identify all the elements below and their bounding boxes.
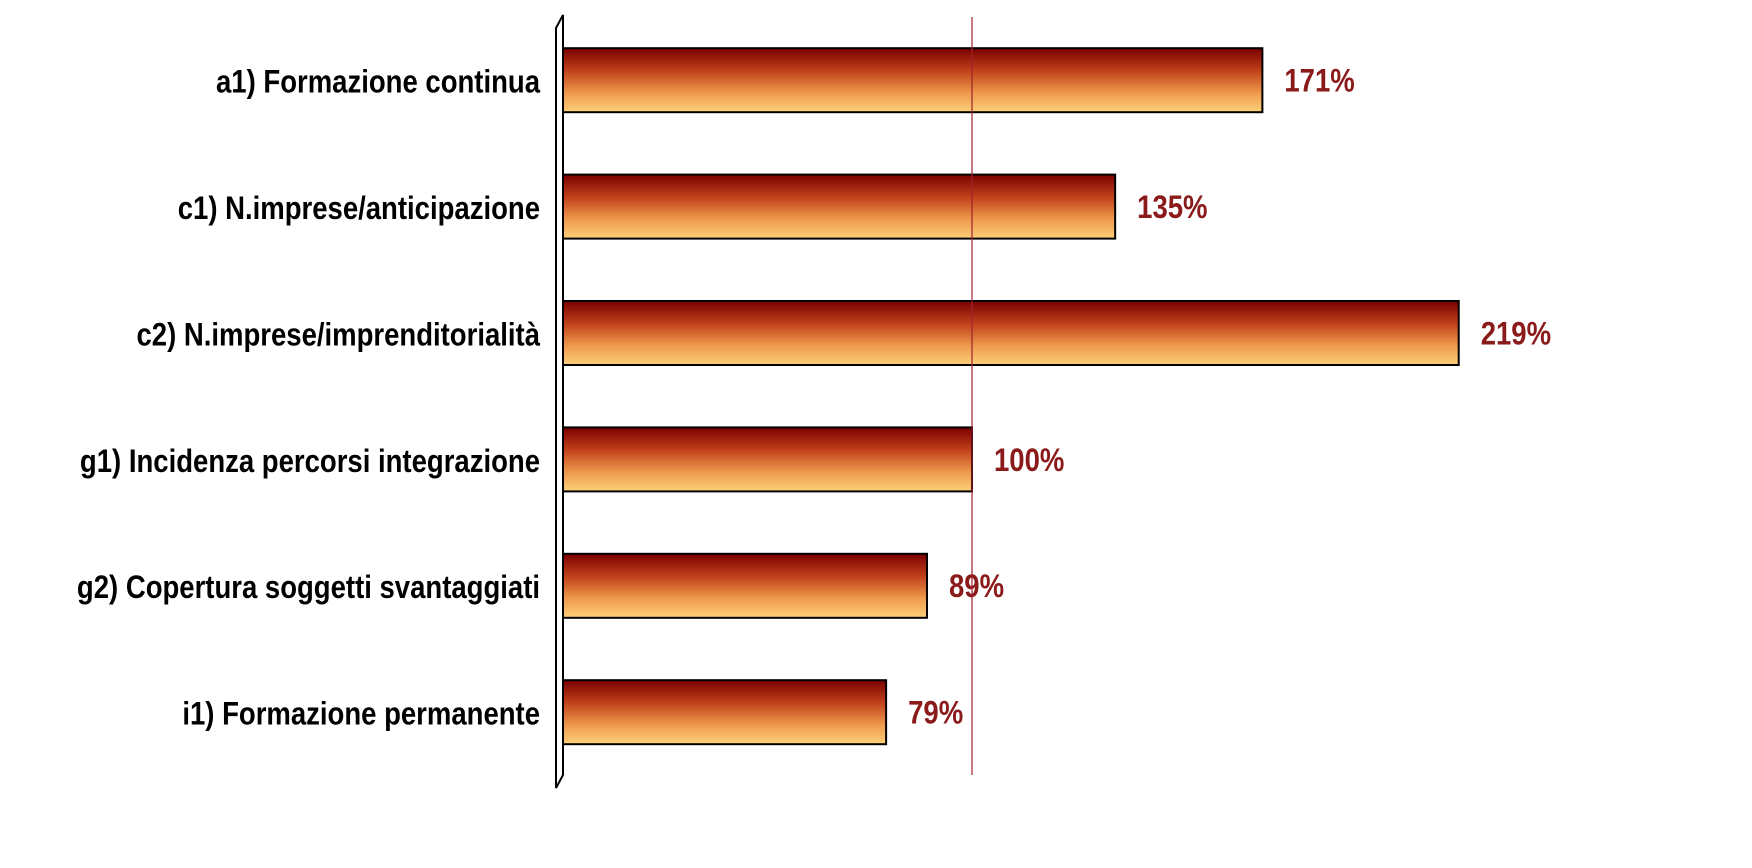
category-label-group: c2) N.imprese/imprenditorialità: [136, 318, 540, 353]
bar: [562, 679, 888, 746]
value-label: 171%: [1284, 64, 1354, 99]
value-label: 79%: [908, 696, 963, 731]
category-label-group: c1) N.imprese/anticipazione: [178, 191, 540, 226]
value-label: 100%: [994, 443, 1064, 478]
category-label: g1) Incidenza percorsi integrazione: [80, 444, 540, 479]
value-label: 135%: [1137, 190, 1207, 225]
value-label-group: 79%: [908, 696, 963, 731]
category-label-group: g2) Copertura soggetti svantaggiati: [77, 570, 540, 605]
category-label: g2) Copertura soggetti svantaggiati: [77, 570, 540, 605]
axis-wall: [555, 14, 564, 789]
value-label: 89%: [949, 569, 1004, 604]
category-label-group: g1) Incidenza percorsi integrazione: [80, 444, 540, 479]
category-label-group: a1) Formazione continua: [216, 65, 540, 100]
value-label-group: 100%: [994, 443, 1064, 478]
bar: [562, 552, 929, 619]
bar: [562, 173, 1117, 240]
bar: [562, 426, 973, 493]
bar: [562, 47, 1264, 114]
value-label: 219%: [1481, 317, 1551, 352]
category-label: a1) Formazione continua: [216, 65, 540, 100]
value-label-group: 171%: [1284, 64, 1354, 99]
category-label-group: i1) Formazione permanente: [182, 697, 540, 732]
value-label-group: 89%: [949, 569, 1004, 604]
value-label-group: 135%: [1137, 190, 1207, 225]
value-label-group: 219%: [1481, 317, 1551, 352]
bar: [562, 300, 1460, 366]
category-label: i1) Formazione permanente: [182, 697, 540, 732]
category-label: c1) N.imprese/anticipazione: [178, 191, 540, 226]
category-label: c2) N.imprese/imprenditorialità: [136, 318, 540, 353]
